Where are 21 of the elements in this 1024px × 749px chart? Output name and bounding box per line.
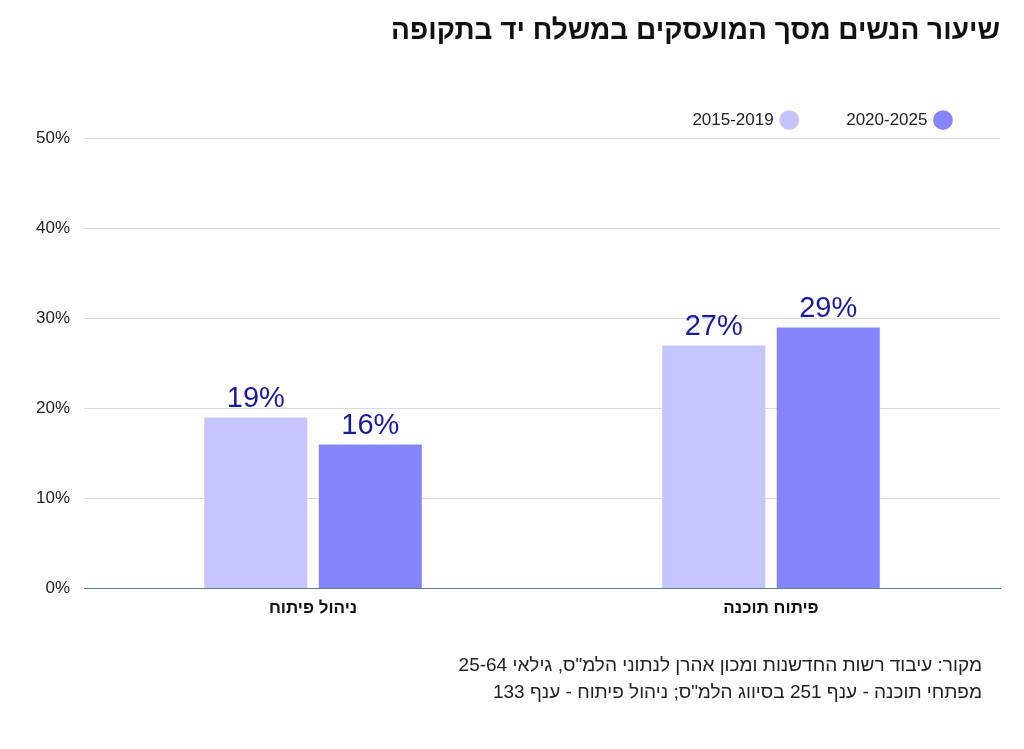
y-tick-label: 20%: [35, 398, 71, 418]
y-tick-label: 30%: [35, 308, 71, 328]
y-tick-label: 40%: [35, 218, 71, 238]
y-tick-label: 10%: [35, 488, 71, 508]
bar: [204, 417, 308, 589]
bar: [318, 444, 422, 589]
y-tick-label: 50%: [35, 128, 71, 148]
data-label: 27%: [684, 309, 743, 342]
text: מקור: עיבוד רשות החדשנות ומכון אהרן לנתוני הלמ"ס, גילאי 25-64: [458, 654, 982, 676]
x-tick-label: פיתוח תוכנה: [723, 598, 819, 618]
bar: [776, 327, 880, 589]
data-label: 16%: [341, 408, 400, 441]
data-label: 19%: [226, 381, 285, 414]
y-tick-label: 0%: [45, 578, 71, 598]
legend-label: 2020-2025: [846, 109, 928, 129]
chart-title: שיעור הנשים מסך המועסקים במשלח יד בתקופה: [391, 13, 1000, 45]
legend-label: 2015-2019: [692, 109, 774, 129]
text: מפתחי תוכנה - ענף 251 בסיווג הלמ"ס; ניהול פיתוח - ענף 133: [492, 681, 982, 703]
x-tick-label: ניהול פיתוח: [268, 598, 358, 618]
bar: [662, 345, 766, 589]
data-label: 29%: [799, 291, 858, 324]
